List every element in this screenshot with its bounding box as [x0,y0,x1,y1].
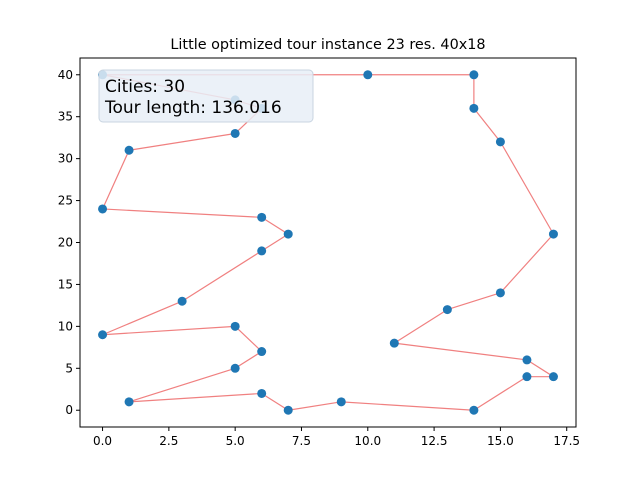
tour-edge [102,208,262,218]
tour-edge [101,150,130,210]
x-tick-label: 17.5 [553,434,580,448]
city-point [363,70,373,80]
tour-edge [181,250,263,302]
tour-edge [499,141,554,235]
tour-edge [288,401,342,411]
tour-edge [473,376,528,411]
city-point [257,246,267,256]
tour-edge [526,359,554,378]
chart-title: Little optimized tour instance 23 res. 4… [170,37,485,53]
city-point [389,338,399,348]
y-tick-label: 30 [58,152,73,166]
tour-edge [447,292,501,311]
city-points-layer [98,70,558,415]
tour-edge [234,351,263,369]
city-point [548,372,558,382]
city-point [98,204,108,214]
x-tick-label: 12.5 [421,434,448,448]
y-tick-label: 10 [58,319,73,333]
y-tick-label: 15 [58,277,73,291]
annotation-box: Cities: 30 Tour length: 136.016 [98,69,314,123]
x-tick-label: 5.0 [226,434,245,448]
city-point [522,372,532,382]
tour-edge [341,401,474,411]
city-point [442,305,452,315]
y-tick-label: 5 [65,361,73,375]
y-tick-label: 20 [58,236,73,250]
tour-edge [129,392,262,403]
city-point [230,128,240,138]
city-point [124,145,134,155]
tour-edge [393,309,448,344]
city-point [336,397,346,407]
x-tick-label: 10.0 [354,434,381,448]
tour-edge [128,367,236,403]
city-point [495,137,505,147]
tour-edge [499,233,554,294]
x-tick-label: 0.0 [93,434,112,448]
tour-edge [102,325,236,336]
tour-length-label: Tour length: 136.016 [104,98,282,118]
city-point [495,288,505,298]
cities-count-label: Cities: 30 [105,77,185,97]
x-tick-label: 2.5 [159,434,178,448]
y-tick-label: 25 [58,194,73,208]
city-point [177,296,187,306]
city-point [548,229,558,239]
tour-edge [261,392,289,411]
tour-edge [234,325,263,352]
city-point [283,405,293,415]
tour-edge [261,216,289,235]
y-tick-label: 40 [58,68,73,82]
city-point [124,397,134,407]
city-point [230,363,240,373]
x-tick-label: 7.5 [292,434,311,448]
city-point [98,330,108,340]
city-point [469,70,479,80]
tour-edge [473,107,501,143]
city-point [230,321,240,331]
tour-edge [394,342,528,361]
tour-edge [261,233,289,252]
city-point [283,229,293,239]
tour-edge [128,132,236,151]
y-tick-label: 35 [58,110,73,124]
city-point [257,347,267,357]
city-point [257,388,267,398]
city-point [469,405,479,415]
tour-edge [102,300,183,336]
y-tick-label: 0 [65,403,73,417]
city-point [522,355,532,365]
x-axis-ticks: 0.0 2.5 5.0 7.5 10.0 12.5 15.0 17.5 [93,427,580,448]
annotation-background [98,69,314,123]
city-point [469,103,479,113]
y-axis-ticks: 0 5 10 15 20 25 30 35 40 [58,68,80,417]
city-point [257,212,267,222]
x-tick-label: 15.0 [487,434,514,448]
